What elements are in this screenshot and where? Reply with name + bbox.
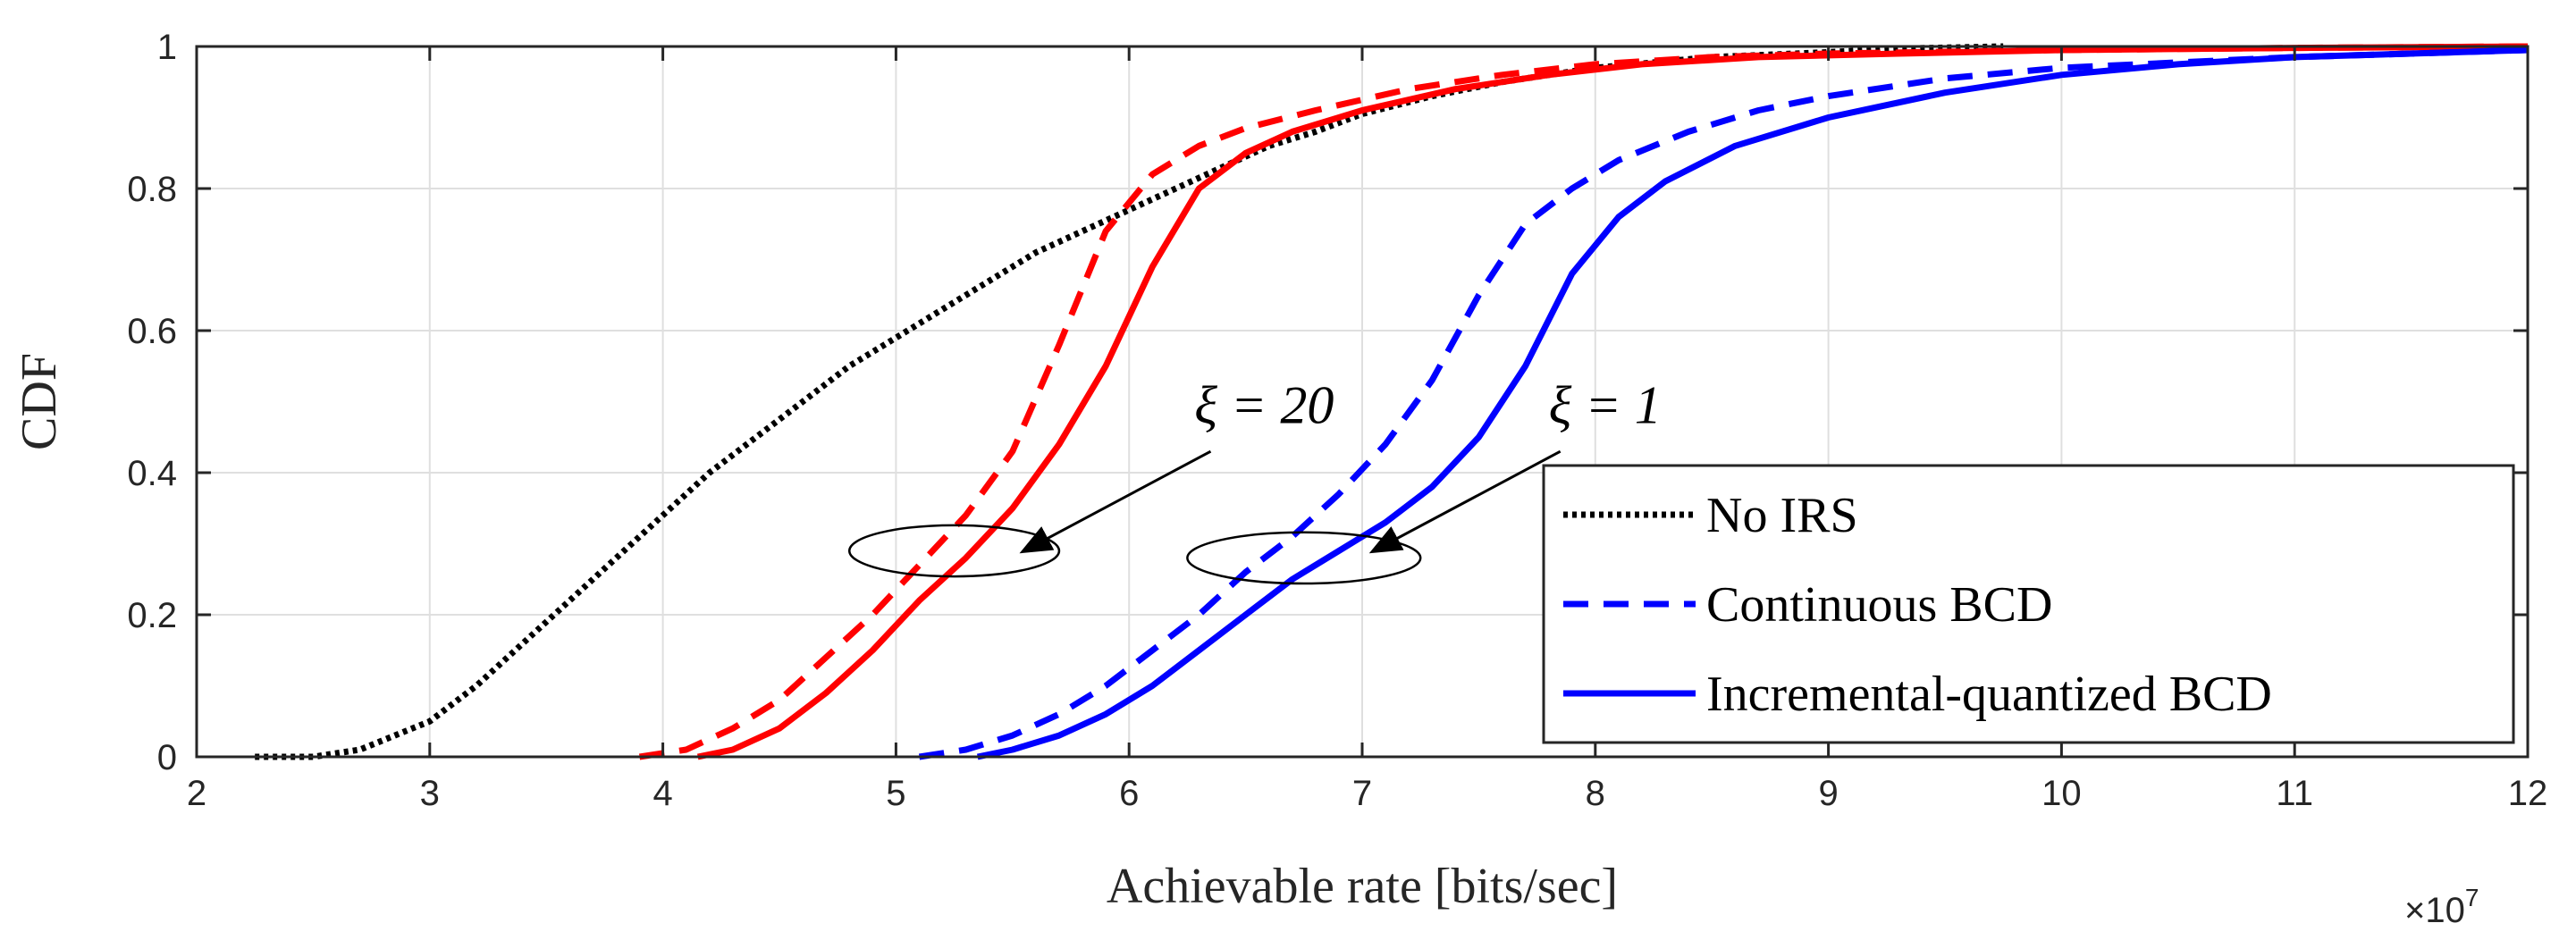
annotation-arrow bbox=[1368, 449, 1562, 554]
legend: No IRS Continuous BCD Incremental-quantize… bbox=[1542, 464, 2515, 744]
y-tick-label: 0.2 bbox=[127, 596, 177, 635]
series-lines bbox=[255, 43, 2529, 760]
legend-label: Continuous BCD bbox=[1706, 577, 2052, 633]
series-line-2 bbox=[696, 43, 2529, 760]
legend-box bbox=[1542, 464, 2515, 744]
y-tick-label: 0.8 bbox=[127, 170, 177, 209]
annotation-ellipse bbox=[1186, 531, 1422, 585]
x-axis-label: Achievable rate [bits/sec] bbox=[1107, 859, 1618, 914]
annotations: ξ = 20 ξ = 1 bbox=[847, 375, 1662, 585]
y-tick-label: 0.6 bbox=[127, 312, 177, 351]
annotation-arrow bbox=[1019, 449, 1212, 554]
legend-label: No IRS bbox=[1706, 488, 1858, 543]
x-tick-label: 3 bbox=[420, 774, 440, 813]
annotation-label: ξ = 20 bbox=[1194, 375, 1334, 434]
x-tick-label: 7 bbox=[1352, 774, 1372, 813]
annotation-ellipse bbox=[847, 524, 1061, 578]
x-tick-label: 6 bbox=[1119, 774, 1139, 813]
y-tick-label: 1 bbox=[157, 28, 177, 67]
y-tick-label: 0 bbox=[157, 738, 177, 777]
x-exponent-base: ×10 bbox=[2404, 891, 2465, 930]
series-line-3 bbox=[918, 46, 2529, 760]
x-axis-exponent: ×107 bbox=[2404, 884, 2479, 930]
axis-ticks: 2 3 4 5 6 7 8 9 10 11 12 0 0.2 0.4 0.6 0.8 1 bbox=[127, 28, 2547, 813]
x-tick-label: 11 bbox=[2276, 774, 2313, 813]
y-tick-label: 0.4 bbox=[127, 454, 177, 493]
x-exponent-power: 7 bbox=[2465, 884, 2479, 911]
series-line-4 bbox=[976, 46, 2529, 760]
x-tick-label: 10 bbox=[2041, 774, 2082, 813]
x-tick-label: 8 bbox=[1586, 774, 1605, 813]
x-tick-label: 4 bbox=[652, 774, 672, 813]
annotation-label: ξ = 1 bbox=[1549, 375, 1662, 434]
y-axis-label: CDF bbox=[12, 353, 67, 450]
x-tick-label: 5 bbox=[886, 774, 905, 813]
legend-label: Incremental-quantized BCD bbox=[1706, 667, 2272, 722]
x-tick-label: 9 bbox=[1818, 774, 1838, 813]
x-tick-label: 12 bbox=[2508, 774, 2548, 813]
x-tick-label: 2 bbox=[187, 774, 206, 813]
